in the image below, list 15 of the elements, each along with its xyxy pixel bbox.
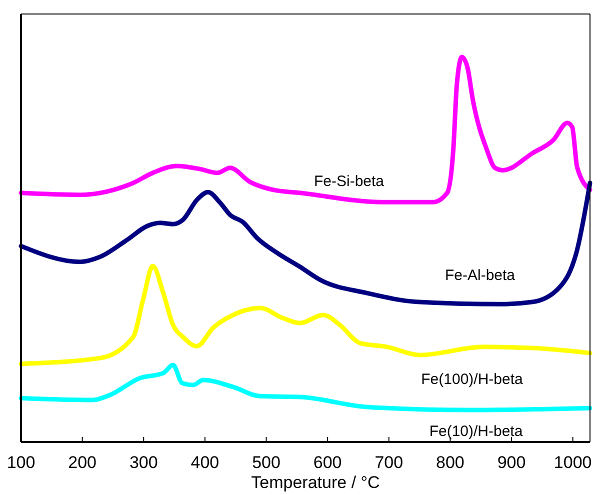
x-tick-label: 700 (374, 453, 404, 472)
x-tick-label: 500 (252, 453, 280, 472)
x-tick-label: 900 (497, 453, 526, 472)
series-label: Fe(10)/H-beta (429, 423, 524, 440)
x-tick-label: 300 (129, 453, 158, 472)
series-label: Fe(100)/H-beta (421, 371, 524, 388)
x-tick-label: 1000 (554, 453, 592, 472)
series-label: Fe-Al-beta (444, 267, 516, 284)
x-tick-label: 600 (313, 453, 342, 472)
x-axis-title: Temperature / °C (251, 473, 380, 492)
series-label: Fe-Si-beta (314, 173, 385, 190)
x-tick-label: 800 (436, 453, 464, 472)
x-tick-label: 200 (68, 453, 96, 472)
x-tick-label: 400 (190, 453, 220, 472)
x-tick-label: 100 (6, 453, 36, 472)
